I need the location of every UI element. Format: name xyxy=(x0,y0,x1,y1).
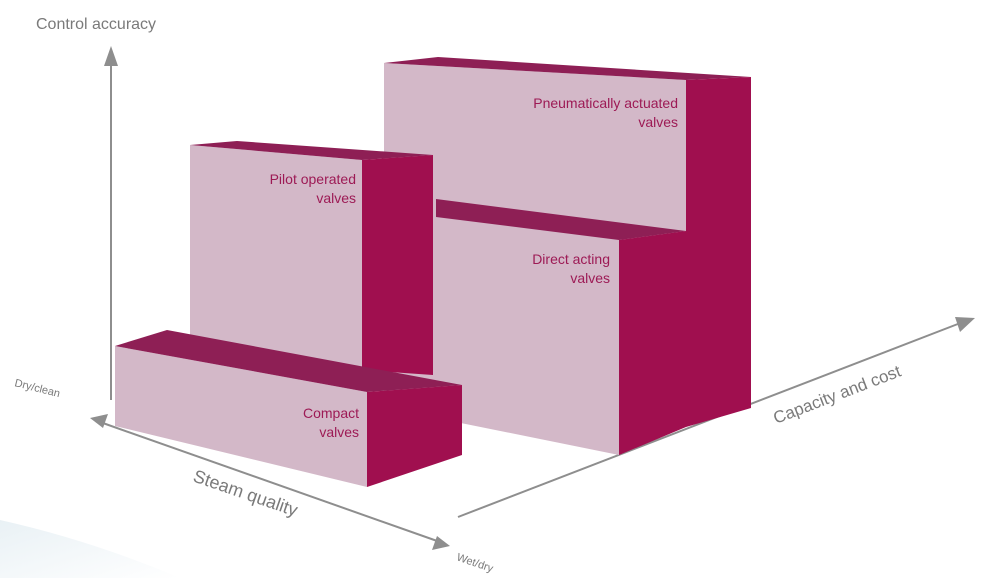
block-pilot-top xyxy=(190,141,433,160)
block-direct-side xyxy=(619,231,686,455)
block-pilot-front xyxy=(190,145,362,370)
block-pneumatic-side xyxy=(686,77,751,427)
horizontal-axis xyxy=(90,414,450,550)
vertical-axis xyxy=(104,46,118,400)
compact-label-line2: valves xyxy=(319,424,359,440)
block-pilot-side xyxy=(362,155,433,375)
horizontal-axis-right-arrow-icon xyxy=(432,536,450,550)
floor-shadow xyxy=(0,520,180,578)
direct-label-line2: valves xyxy=(570,270,610,286)
horizontal-axis-right-end-label: Wet/dry xyxy=(455,551,495,575)
vertical-axis-arrow-icon xyxy=(104,46,118,66)
vertical-axis-label: Control accuracy xyxy=(36,16,156,33)
block-compact-top xyxy=(115,330,462,392)
block-direct xyxy=(436,199,686,455)
block-direct-top xyxy=(436,199,686,240)
block-compact-side xyxy=(367,385,462,487)
pneumatic-label-line1: Pneumatically actuated xyxy=(533,95,678,111)
block-pilot xyxy=(190,141,433,375)
horizontal-axis-left-end-label: Dry/clean xyxy=(13,377,61,400)
block-compact xyxy=(115,330,462,487)
depth-axis-arrow-icon xyxy=(955,317,975,332)
block-compact-front xyxy=(115,346,367,487)
pilot-label-line1: Pilot operated xyxy=(270,171,356,187)
pilot-label-line2: valves xyxy=(316,190,356,206)
direct-label-line1: Direct acting xyxy=(532,251,610,267)
block-pneumatic-top xyxy=(384,57,751,80)
compact-label-line1: Compact xyxy=(303,405,359,421)
block-direct-front xyxy=(436,217,619,455)
horizontal-axis-left-arrow-icon xyxy=(90,414,108,428)
pneumatic-label-line2: valves xyxy=(638,114,678,130)
